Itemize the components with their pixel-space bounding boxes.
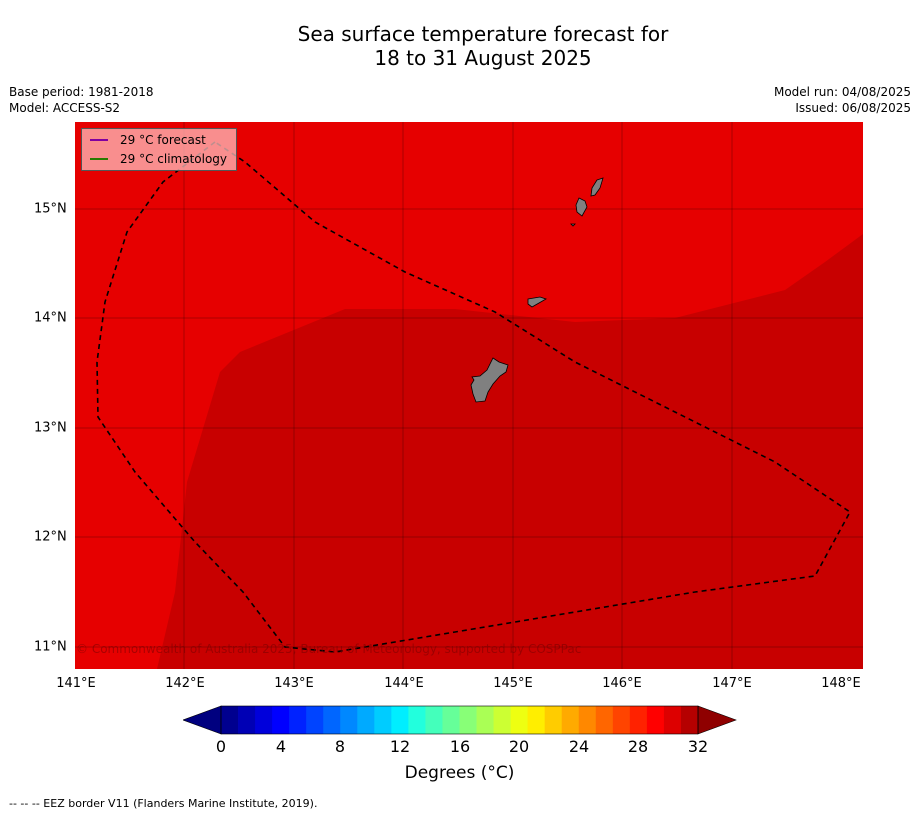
legend-label-climatology: 29 °C climatology — [120, 152, 228, 166]
colorbar-segment — [595, 706, 614, 734]
colorbar-tick-24: 24 — [568, 737, 590, 756]
rota-island — [527, 296, 547, 308]
y-tick-11n: 11°N — [34, 639, 67, 655]
colorbar-segment — [544, 706, 563, 734]
colorbar-segment — [340, 706, 358, 734]
colorbar-segment — [578, 706, 597, 734]
gridlines — [75, 122, 863, 669]
colorbar-segment — [476, 706, 494, 734]
base-period: Base period: 1981-2018 — [9, 85, 154, 99]
colorbar-segment — [561, 706, 580, 734]
colorbar-segment — [391, 706, 409, 734]
colorbar-segment — [357, 706, 375, 734]
legend-swatch-climatology — [90, 158, 108, 160]
x-tick-146e: 146°E — [602, 676, 642, 691]
sst-map — [75, 122, 863, 669]
colorbar-label: Degrees (°C) — [404, 763, 515, 783]
colorbar-over-arrow — [697, 705, 737, 735]
colorbar-tick-12: 12 — [389, 737, 411, 756]
colorbar-tick-8: 8 — [334, 737, 346, 756]
y-tick-14n: 14°N — [34, 310, 67, 326]
copyright-notice: © Commonwealth of Australia 2025, Bureau… — [76, 642, 582, 656]
x-tick-141e: 141°E — [56, 676, 96, 691]
colorbar-segment — [323, 706, 341, 734]
x-tick-142e: 142°E — [165, 676, 205, 691]
colorbar-segment — [408, 706, 426, 734]
legend-item-forecast: 29 °C forecast — [82, 132, 206, 148]
x-tick-144e: 144°E — [384, 676, 424, 691]
colorbar-segment — [680, 706, 699, 734]
colorbar-segments — [221, 706, 699, 734]
colorbar-segment — [629, 706, 648, 734]
model-name: Model: ACCESS-S2 — [9, 101, 121, 115]
eez-footnote: -- -- -- EEZ border V11 (Flanders Marine… — [9, 797, 318, 810]
colorbar-segment — [510, 706, 529, 734]
colorbar-segment — [255, 706, 273, 734]
issued-date: Issued: 06/08/2025 — [795, 101, 911, 115]
legend-swatch-forecast — [90, 139, 108, 141]
colorbar-segment — [459, 706, 477, 734]
colorbar-segment — [306, 706, 324, 734]
land-masses — [470, 177, 604, 403]
colorbar-segment — [493, 706, 512, 734]
colorbar-segment — [238, 706, 256, 734]
colorbar-tick-0: 0 — [215, 737, 227, 756]
colorbar-segment — [646, 706, 665, 734]
y-tick-12n: 12°N — [34, 529, 67, 545]
legend-label-forecast: 29 °C forecast — [120, 133, 206, 147]
title-line-2: 18 to 31 August 2025 — [374, 46, 592, 70]
colorbar-tick-16: 16 — [449, 737, 471, 756]
sst-warm-field — [157, 234, 863, 669]
colorbar-segment — [527, 706, 546, 734]
colorbar-segment — [272, 706, 290, 734]
colorbar — [183, 705, 737, 735]
colorbar-segment — [442, 706, 460, 734]
colorbar-segment — [663, 706, 682, 734]
meta-left: Base period: 1981-2018 Model: ACCESS-S2 — [9, 84, 154, 116]
colorbar-segment — [612, 706, 631, 734]
colorbar-segment — [289, 706, 307, 734]
title-line-1: Sea surface temperature forecast for — [297, 22, 669, 46]
colorbar-tick-20: 20 — [508, 737, 530, 756]
guam-island — [470, 357, 509, 403]
colorbar-under-arrow — [183, 705, 222, 735]
colorbar-frame — [220, 705, 699, 735]
meta-right: Model run: 04/08/2025 Issued: 06/08/2025 — [774, 84, 911, 116]
colorbar-segment — [374, 706, 392, 734]
tinian-island — [575, 197, 588, 217]
x-tick-143e: 143°E — [274, 676, 314, 691]
map-title: Sea surface temperature forecast for 18 … — [0, 22, 919, 70]
colorbar-tick-28: 28 — [627, 737, 649, 756]
x-tick-148e: 148°E — [821, 676, 861, 691]
colorbar-tick-32: 32 — [687, 737, 709, 756]
colorbar-tick-4: 4 — [275, 737, 287, 756]
colorbar-segment — [221, 706, 239, 734]
model-run: Model run: 04/08/2025 — [773, 85, 911, 99]
aguijan-island — [570, 223, 576, 227]
y-tick-13n: 13°N — [34, 420, 67, 436]
y-tick-15n: 15°N — [34, 201, 67, 217]
x-tick-145e: 145°E — [493, 676, 533, 691]
colorbar-segment — [425, 706, 443, 734]
x-tick-147e: 147°E — [712, 676, 752, 691]
map-legend: 29 °C forecast 29 °C climatology — [81, 128, 237, 171]
legend-item-climatology: 29 °C climatology — [82, 151, 227, 167]
saipan-island — [590, 177, 604, 197]
